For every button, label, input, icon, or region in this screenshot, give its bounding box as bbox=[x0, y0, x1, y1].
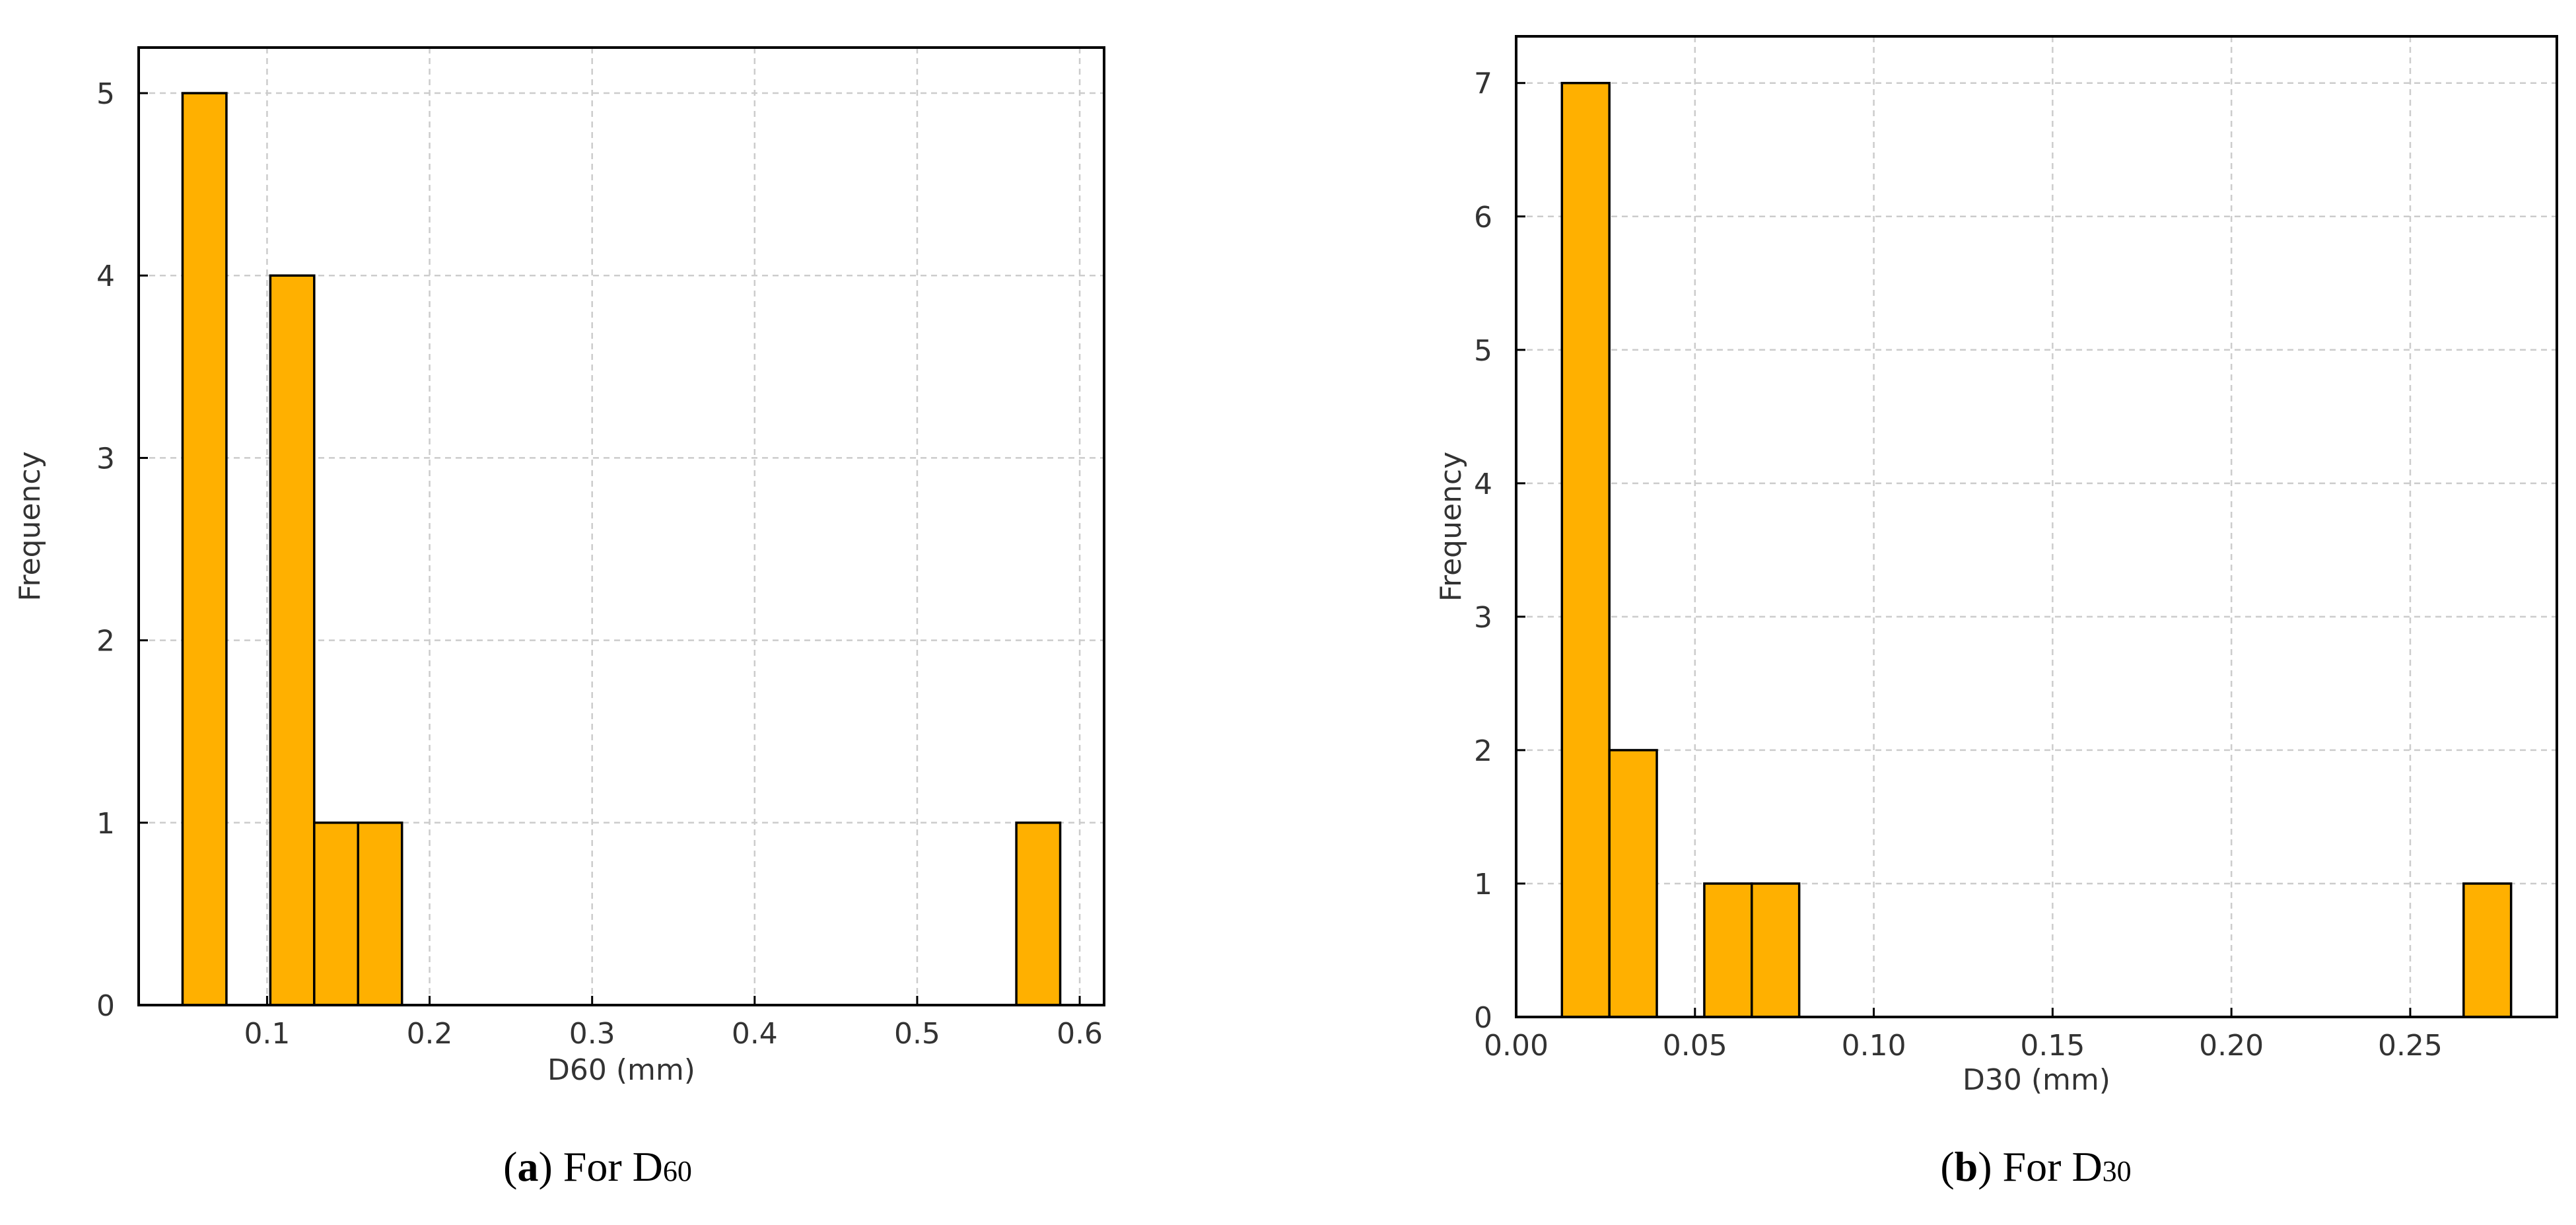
d60-y-tick-label: 1 bbox=[96, 807, 115, 841]
histogram-d60-panel: 0.1 0.2 0.3 0.4 0.5 0.6 0 1 2 3 4 5 D60 (mm) Frequenc… bbox=[13, 46, 1105, 1190]
d30-x-tick-label: 0.00 bbox=[1484, 1029, 1549, 1063]
d60-histogram-bar bbox=[269, 274, 316, 1006]
d60-histogram-bar bbox=[313, 822, 360, 1006]
panel-caption-a: (a) For D60 bbox=[503, 1143, 692, 1190]
d60-y-tick-label: 3 bbox=[96, 442, 115, 475]
d30-plot-frame bbox=[1515, 35, 2558, 1018]
d60-histogram-bar bbox=[357, 822, 403, 1006]
d60-histogram-bar bbox=[181, 92, 228, 1006]
d30-y-tick-label: 3 bbox=[1474, 601, 1492, 635]
d60-y-tick-label: 2 bbox=[96, 625, 115, 658]
d60-x-tick-label: 0.6 bbox=[1057, 1017, 1103, 1051]
d60-histogram-bar bbox=[1015, 822, 1062, 1006]
d60-plot-frame bbox=[137, 46, 1105, 1006]
d30-histogram-bar bbox=[1751, 882, 1801, 1018]
d60-y-tick-label: 5 bbox=[96, 77, 115, 111]
d60-x-axis-label: D60 (mm) bbox=[547, 1053, 695, 1087]
d30-y-tick-label: 5 bbox=[1474, 334, 1492, 368]
d30-y-tick-label: 0 bbox=[1474, 1001, 1492, 1035]
d30-x-axis-label: D30 (mm) bbox=[1963, 1063, 2110, 1097]
panel-caption-b: (b) For D30 bbox=[1940, 1143, 2131, 1190]
d30-y-tick-label: 6 bbox=[1474, 201, 1492, 234]
d30-y-tick-label: 4 bbox=[1474, 468, 1492, 501]
histogram-d30-panel: 0.00 0.05 0.10 0.15 0.20 0.25 0 1 2 3 4 5 6 7 D30 (mm)… bbox=[1434, 35, 2558, 1190]
d30-x-tick-label: 0.05 bbox=[1663, 1029, 1727, 1063]
d60-y-tick-label: 0 bbox=[96, 989, 115, 1023]
d30-y-tick-label: 1 bbox=[1474, 868, 1492, 901]
d30-histogram-bar bbox=[1560, 81, 1611, 1018]
d30-y-tick-label: 7 bbox=[1474, 67, 1492, 101]
d60-x-tick-label: 0.3 bbox=[569, 1017, 615, 1051]
d30-y-axis-label: Frequency bbox=[1434, 452, 1468, 602]
d30-histogram-bar bbox=[2462, 882, 2513, 1018]
d60-x-tick-label: 0.1 bbox=[244, 1017, 290, 1051]
d60-y-tick-label: 4 bbox=[96, 260, 115, 293]
d30-x-tick-label: 0.15 bbox=[2020, 1029, 2085, 1063]
d30-y-tick-label: 2 bbox=[1474, 734, 1492, 768]
d30-x-tick-label: 0.20 bbox=[2199, 1029, 2264, 1063]
d60-x-tick-label: 0.4 bbox=[732, 1017, 778, 1051]
d60-x-tick-label: 0.2 bbox=[407, 1017, 453, 1051]
d30-x-tick-label: 0.10 bbox=[1842, 1029, 1906, 1063]
d30-histogram-bar bbox=[1703, 882, 1753, 1018]
d30-histogram-bar bbox=[1608, 749, 1658, 1018]
d60-x-tick-label: 0.5 bbox=[894, 1017, 940, 1051]
d60-y-axis-label: Frequency bbox=[13, 451, 47, 601]
d30-x-tick-label: 0.25 bbox=[2378, 1029, 2443, 1063]
